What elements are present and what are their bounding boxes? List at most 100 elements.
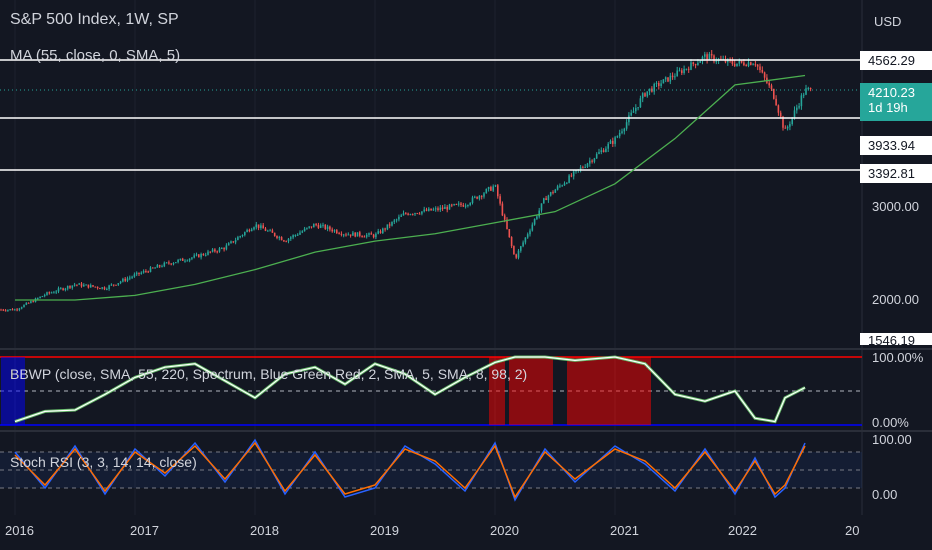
candle-body: [69, 285, 71, 288]
candle-body: [582, 167, 584, 169]
candle-body: [308, 226, 310, 228]
candle-body: [200, 253, 202, 258]
candle-body: [214, 249, 216, 252]
candle-body: [430, 208, 432, 211]
candle-body: [147, 271, 149, 273]
candle-body: [99, 288, 101, 290]
candle-body: [402, 213, 405, 216]
candle-body: [237, 237, 239, 241]
candle-body: [223, 248, 225, 250]
current-price-tag[interactable]: 4210.23 1d 19h: [860, 83, 932, 121]
candle-body: [715, 61, 718, 63]
current-price-value: 4210.23: [868, 85, 915, 100]
candle-body: [478, 195, 481, 199]
candle-body: [462, 205, 465, 207]
candle-body: [135, 272, 138, 275]
candle-body: [464, 205, 467, 207]
candle-body: [368, 233, 370, 235]
candle-body: [451, 204, 453, 206]
candle-body: [230, 241, 232, 244]
candle-body: [704, 54, 706, 57]
date-20: 20: [845, 523, 860, 538]
candle-body: [793, 110, 796, 118]
candle-body: [807, 88, 810, 90]
candle-body: [324, 224, 327, 229]
candle-body: [96, 286, 99, 289]
candle-body: [269, 230, 271, 232]
candle-body: [382, 228, 384, 234]
candle-body: [510, 237, 513, 247]
price-tag-4562[interactable]: 4562.29: [860, 51, 932, 70]
candle-body: [315, 224, 317, 226]
candle-body: [538, 210, 540, 217]
candle-body: [310, 226, 313, 228]
candle-body: [777, 105, 780, 113]
candle-body: [501, 203, 504, 216]
candle-body: [607, 143, 609, 149]
candle-body: [416, 213, 419, 215]
candle-body: [50, 292, 53, 294]
candle-body: [566, 182, 568, 184]
candle-body: [25, 302, 28, 305]
candle-body: [218, 248, 221, 252]
candle-body: [759, 66, 761, 71]
candle-body: [628, 115, 630, 123]
candle-body: [798, 106, 800, 108]
candle-body: [517, 250, 520, 258]
candle-body: [331, 229, 333, 232]
candle-body: [644, 93, 646, 97]
candle-body: [763, 72, 766, 78]
candle-body: [428, 208, 430, 211]
candle-body: [612, 140, 614, 144]
candle-body: [487, 187, 490, 190]
candle-body: [27, 302, 30, 304]
candle-body: [246, 229, 248, 233]
price-tag-1546[interactable]: 1546.19: [860, 333, 932, 345]
candle-body: [584, 166, 586, 168]
candle-body: [138, 272, 140, 274]
candle-body: [94, 286, 97, 288]
candle-body: [7, 309, 9, 311]
candle-body: [687, 68, 690, 70]
candle-body: [161, 266, 163, 268]
candle-body: [761, 70, 764, 73]
candle-body: [549, 192, 552, 196]
candle-body: [681, 70, 683, 74]
candle-body: [752, 64, 754, 66]
candle-body: [195, 254, 198, 256]
candle-body: [616, 136, 619, 138]
candle-body: [789, 124, 791, 127]
candle-body: [471, 197, 474, 203]
candle-body: [395, 219, 398, 221]
candle-body: [805, 88, 807, 95]
candle-body: [377, 231, 379, 234]
candle-body: [674, 76, 676, 78]
candle-body: [409, 214, 412, 216]
candle-body: [460, 203, 462, 206]
price-tag-3392[interactable]: 3392.81: [860, 164, 932, 183]
candle-body: [2, 309, 5, 311]
price-axis-label-3000: 3000.00: [872, 199, 919, 214]
candle-body: [773, 89, 775, 99]
candle-body: [175, 262, 177, 264]
candle-body: [354, 232, 356, 237]
candle-body: [11, 309, 14, 311]
date-2016: 2016: [5, 523, 34, 538]
candle-body: [660, 83, 662, 86]
candle-body: [294, 234, 297, 236]
candle-body: [407, 213, 409, 215]
candle-body: [432, 209, 435, 211]
candle-body: [87, 284, 90, 288]
candle-body: [405, 213, 407, 215]
candle-body: [301, 231, 304, 233]
candle-body: [170, 263, 172, 265]
candle-body: [784, 127, 787, 129]
candle-body: [547, 195, 550, 201]
candle-body: [264, 228, 267, 231]
candle-body: [188, 258, 191, 261]
candle-body: [78, 283, 80, 285]
price-tag-3933[interactable]: 3933.94: [860, 136, 932, 155]
candle-body: [250, 229, 253, 232]
candle-body: [347, 234, 350, 236]
